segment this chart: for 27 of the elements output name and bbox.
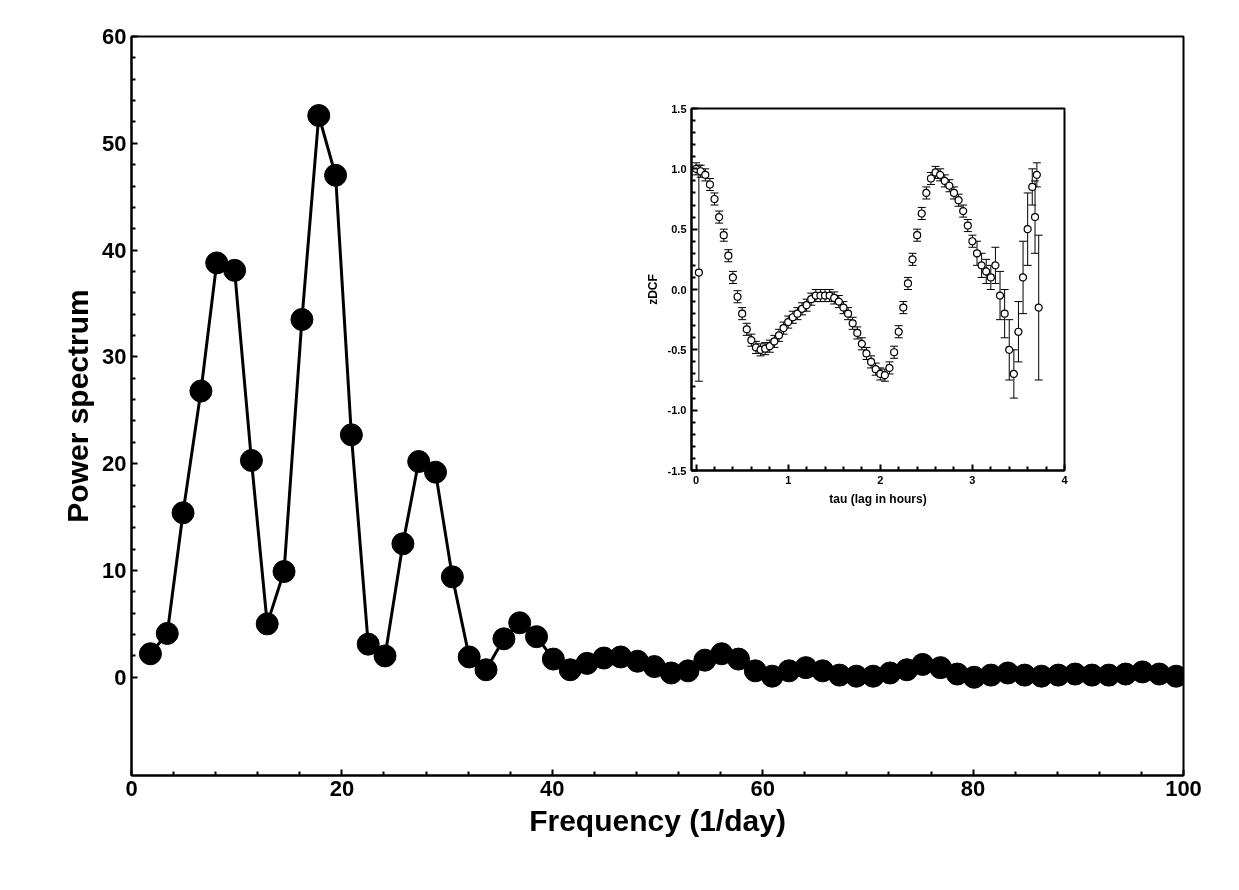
x-tick-label: 80 <box>960 775 986 801</box>
y-tick-label: 30 <box>102 344 127 370</box>
x-axis-title: tau (lag in hours) <box>829 491 927 506</box>
x-tick-label: 100 <box>1165 775 1202 801</box>
x-tick-label: 0 <box>693 473 700 486</box>
y-tick-label: 10 <box>102 557 127 583</box>
x-tick-label: 2 <box>877 473 884 486</box>
x-tick-label: 60 <box>750 775 775 801</box>
x-tick-label: 20 <box>329 775 355 801</box>
y-tick-label: 50 <box>102 130 127 156</box>
y-tick-label: 40 <box>102 237 127 263</box>
y-tick-label: -0.5 <box>667 343 687 356</box>
x-tick-label: 3 <box>969 473 976 486</box>
x-axis-title: Frequency (1/day) <box>529 803 786 837</box>
x-tick-label: 4 <box>1061 473 1069 486</box>
y-tick-label: -1.0 <box>667 404 687 417</box>
y-tick-label: 0.0 <box>671 283 687 296</box>
y-tick-label: 60 <box>102 24 127 49</box>
x-tick-label: 1 <box>785 473 792 486</box>
y-tick-label: 1.0 <box>671 162 687 175</box>
y-tick-label: -1.5 <box>667 464 687 477</box>
y-tick-label: 0 <box>114 664 127 690</box>
y-tick-label: 0.5 <box>671 223 687 236</box>
y-axis-title: zDCF <box>645 274 660 305</box>
x-tick-label: 40 <box>540 775 565 801</box>
y-tick-label: 1.5 <box>671 102 687 115</box>
y-axis-title: Power spectrum <box>61 289 95 523</box>
